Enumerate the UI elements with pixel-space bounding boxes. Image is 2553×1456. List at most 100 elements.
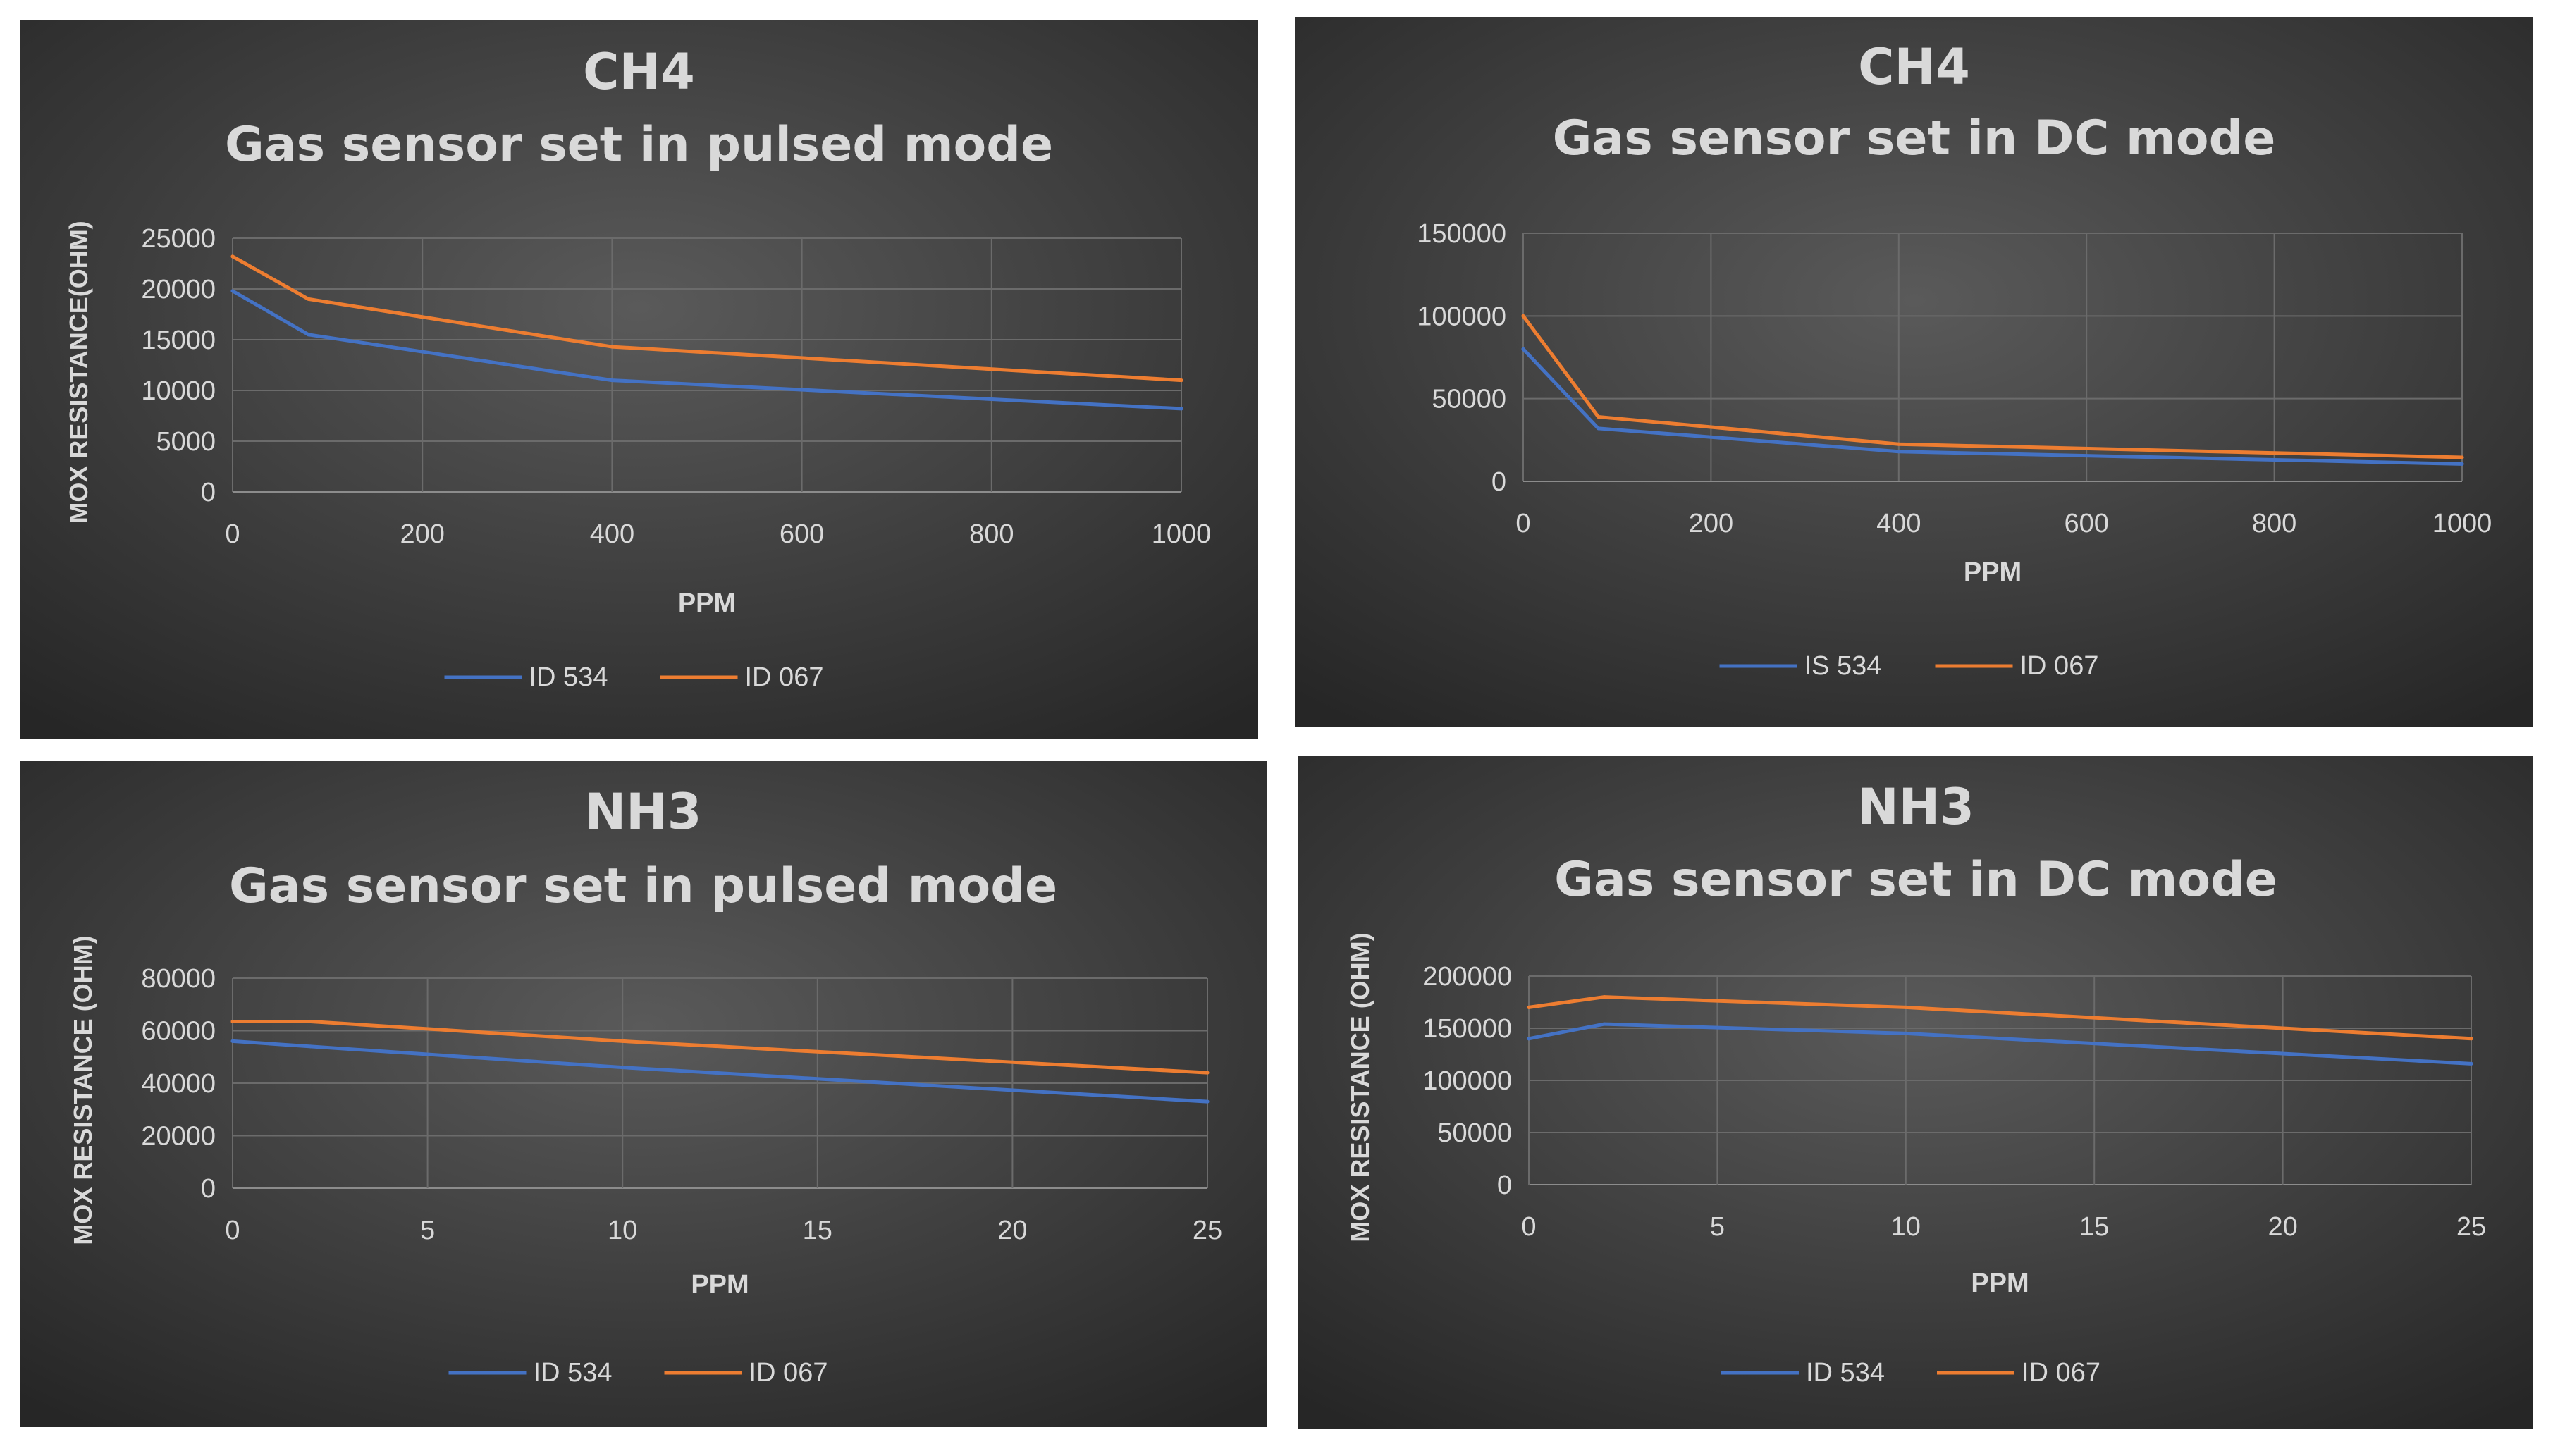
- series-line: [1527, 995, 2473, 1041]
- x-tick-label: 5: [420, 1216, 435, 1245]
- series-line: [230, 1019, 1210, 1075]
- chart-svg: CH4 Gas sensor set in DC mode 0 50000 100000…: [1295, 17, 2533, 727]
- legend-label: IS 534: [1804, 651, 1882, 681]
- series-point: [307, 333, 311, 337]
- series-point: [2460, 455, 2464, 459]
- series-point: [610, 345, 614, 349]
- x-axis-label: PPM: [691, 1270, 749, 1300]
- series-line: [1521, 347, 2464, 466]
- chart-title: NH3: [1857, 778, 1974, 836]
- chart-panel-ch4-dc: CH4 Gas sensor set in DC mode 0 50000 100000…: [1295, 17, 2533, 727]
- legend-label: ID 534: [534, 1358, 613, 1388]
- y-tick-label: 100000: [1417, 302, 1506, 331]
- x-axis-label: PPM: [1964, 557, 2022, 587]
- x-tick-label: 200: [1689, 509, 1733, 538]
- y-tick-label: 10000: [141, 376, 216, 406]
- x-tick-label: 25: [1193, 1216, 1222, 1245]
- series-point: [1521, 314, 1525, 318]
- x-tick-label: 200: [400, 519, 444, 549]
- chart-title: NH3: [585, 783, 702, 841]
- x-tick-label: 600: [780, 519, 824, 549]
- y-tick-label: 200000: [1422, 962, 1512, 992]
- x-tick-label: 10: [608, 1216, 637, 1245]
- series-point: [1205, 1071, 1210, 1075]
- series-point: [1904, 1005, 1908, 1009]
- y-tick-label: 25000: [141, 224, 216, 254]
- series-point: [1597, 414, 1601, 419]
- series-point: [2469, 1037, 2473, 1041]
- x-tick-label: 1000: [1152, 519, 1212, 549]
- x-tick-label: 0: [225, 1216, 240, 1245]
- x-tick-label: 20: [997, 1216, 1027, 1245]
- legend-label: ID 534: [529, 662, 608, 692]
- chart-title: CH4: [1858, 38, 1970, 96]
- series-point: [1897, 442, 1901, 446]
- series-line: [230, 289, 1183, 411]
- x-axis-label: PPM: [1971, 1269, 2029, 1298]
- series-point: [1897, 450, 1901, 454]
- x-tick-label: 20: [2268, 1212, 2297, 1242]
- series-point: [230, 289, 235, 293]
- legend-label: ID 534: [1806, 1358, 1885, 1388]
- series-point: [230, 1019, 235, 1023]
- x-tick-label: 0: [1521, 1212, 1536, 1242]
- series-line: [230, 1039, 1210, 1104]
- x-tick-label: 400: [590, 519, 634, 549]
- y-tick-label: 0: [1491, 467, 1506, 497]
- y-tick-label: 15000: [141, 326, 216, 355]
- y-tick-label: 20000: [141, 1122, 216, 1152]
- series-point: [309, 1044, 313, 1049]
- y-tick-label: 5000: [156, 427, 216, 457]
- x-tick-label: 800: [2252, 509, 2296, 538]
- chart-background: [1295, 17, 2533, 727]
- y-tick-label: 80000: [141, 964, 216, 994]
- series-point: [2469, 1061, 2473, 1066]
- chart-background: [20, 20, 1258, 739]
- chart-svg: NH3 Gas sensor set in pulsed mode 0 20000 40…: [20, 761, 1267, 1427]
- series-point: [1179, 378, 1183, 383]
- y-axis-label: MOX RESISTANCE (OHM): [68, 935, 97, 1245]
- chart-panel-nh3-dc: NH3 Gas sensor set in DC mode 0 50000 100000…: [1298, 756, 2533, 1429]
- legend-label: ID 067: [745, 662, 824, 692]
- chart-background: [1298, 756, 2533, 1429]
- x-tick-label: 1000: [2432, 509, 2492, 538]
- x-tick-label: 25: [2456, 1212, 2486, 1242]
- legend: ID 534 ID 067: [444, 662, 824, 692]
- x-tick-label: 0: [1515, 509, 1530, 538]
- series-point: [230, 1039, 235, 1043]
- y-tick-label: 150000: [1417, 219, 1506, 249]
- legend: ID 534 ID 067: [1721, 1358, 2100, 1388]
- y-axis-label: MOX RESISTANCE(OHM): [64, 221, 93, 523]
- x-tick-label: 600: [2064, 509, 2108, 538]
- series-line: [1521, 314, 2464, 459]
- series-point: [1205, 1099, 1210, 1104]
- y-tick-label: 0: [1497, 1171, 1512, 1200]
- series-point: [307, 297, 311, 301]
- chart-panel-ch4-pulsed: CH4 Gas sensor set in pulsed mode 0 5000 100…: [20, 20, 1258, 739]
- chart-svg: CH4 Gas sensor set in pulsed mode 0 5000 100…: [20, 20, 1258, 739]
- legend-label: ID 067: [2022, 1358, 2100, 1388]
- chart-subtitle: Gas sensor set in pulsed mode: [225, 117, 1053, 173]
- series-point: [610, 378, 614, 383]
- y-tick-label: 40000: [141, 1069, 216, 1099]
- legend-label: ID 067: [749, 1358, 828, 1388]
- series-point: [1602, 995, 1606, 999]
- x-axis-label: PPM: [678, 588, 736, 618]
- legend: IS 534 ID 067: [1719, 651, 2099, 681]
- y-tick-label: 100000: [1422, 1066, 1512, 1096]
- y-tick-label: 60000: [141, 1017, 216, 1047]
- series-point: [1597, 426, 1601, 431]
- legend: ID 534 ID 067: [448, 1358, 828, 1388]
- x-tick-label: 0: [225, 519, 240, 549]
- y-tick-label: 0: [201, 478, 216, 507]
- series-line: [230, 254, 1183, 383]
- chart-subtitle: Gas sensor set in DC mode: [1553, 111, 2276, 166]
- x-tick-label: 800: [969, 519, 1014, 549]
- legend-label: ID 067: [2020, 651, 2099, 681]
- chart-title: CH4: [583, 43, 695, 101]
- series-point: [230, 254, 235, 259]
- series-point: [2460, 462, 2464, 466]
- y-tick-label: 50000: [1432, 385, 1506, 414]
- series-point: [620, 1066, 625, 1070]
- series-point: [1602, 1022, 1606, 1026]
